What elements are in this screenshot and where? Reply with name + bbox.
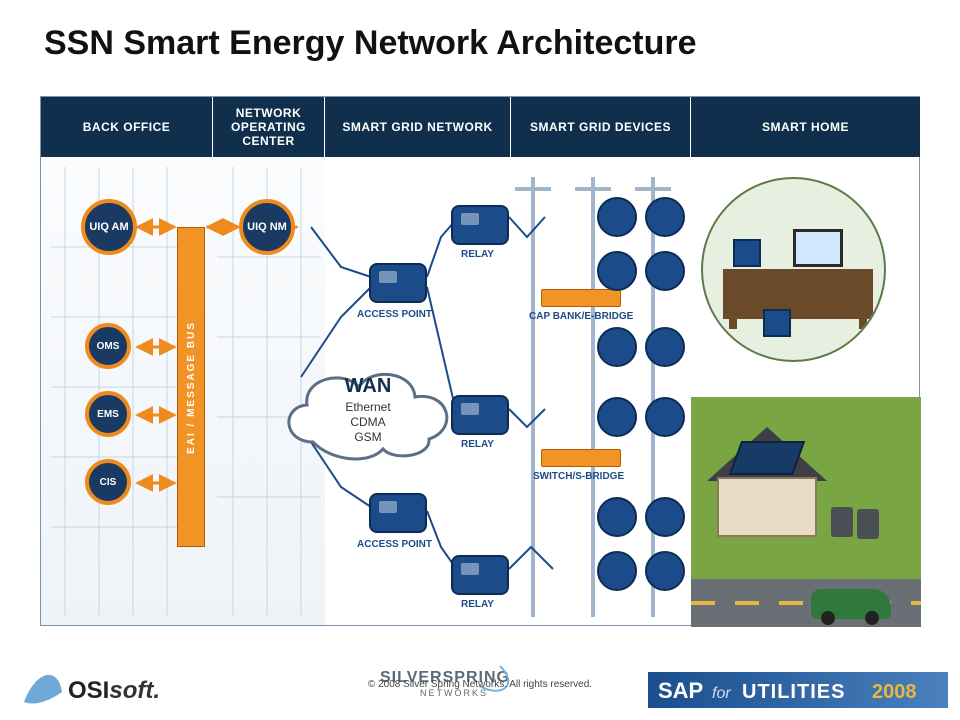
meter-node-6 xyxy=(597,397,637,437)
col-header-sgn: SMART GRID NETWORK xyxy=(325,97,511,157)
device-ap1 xyxy=(369,263,427,303)
hvac-unit-icon xyxy=(857,509,879,539)
meter-node-3 xyxy=(645,251,685,291)
house-icon xyxy=(707,427,827,537)
meter-node-10 xyxy=(597,551,637,591)
col-header-home: SMART HOME xyxy=(691,97,921,157)
bridge-switch xyxy=(541,449,621,467)
monitor-icon xyxy=(793,229,843,267)
meter-node-1 xyxy=(645,197,685,237)
meter-node-4 xyxy=(597,327,637,367)
node-oms: OMS xyxy=(85,323,131,369)
home-device-icon xyxy=(763,309,791,337)
device-relay3 xyxy=(451,555,509,595)
col-header-noc: NETWORK OPERATING CENTER xyxy=(213,97,325,157)
meter-node-11 xyxy=(645,551,685,591)
wan-line-1: Ethernet xyxy=(273,400,463,415)
bridge-label-cap: CAP BANK/E-BRIDGE xyxy=(529,311,633,322)
smart-home-outdoor xyxy=(691,397,921,627)
device-label-relay3: RELAY xyxy=(461,599,494,610)
wan-cloud: WAN Ethernet CDMA GSM xyxy=(273,357,463,467)
col-header-sgd: SMART GRID DEVICES xyxy=(511,97,691,157)
desk-leg-icon xyxy=(729,269,737,329)
wheel-icon xyxy=(865,611,879,625)
wan-line-2: CDMA xyxy=(273,415,463,430)
meter-node-5 xyxy=(645,327,685,367)
smart-home-room xyxy=(701,177,886,362)
device-label-ap1: ACCESS POINT xyxy=(357,309,432,320)
desk-leg-icon xyxy=(859,269,867,329)
page-title: SSN Smart Energy Network Architecture xyxy=(44,24,697,63)
slide-footer: OSIsoft. SILVERSPRING NETWORKS SAP for U… xyxy=(0,650,960,720)
meter-node-0 xyxy=(597,197,637,237)
col-header-back-office: BACK OFFICE xyxy=(41,97,213,157)
meter-node-2 xyxy=(597,251,637,291)
meter-node-9 xyxy=(645,497,685,537)
bridge-label-switch: SWITCH/S-BRIDGE xyxy=(533,471,624,482)
device-relay2 xyxy=(451,395,509,435)
device-label-relay1: RELAY xyxy=(461,249,494,260)
home-device-icon xyxy=(733,239,761,267)
eai-bus-label: EAI / MESSAGE BUS xyxy=(186,321,197,454)
bridge-cap xyxy=(541,289,621,307)
node-cis: CIS xyxy=(85,459,131,505)
meter-node-7 xyxy=(645,397,685,437)
node-uiq-am: UIQ AM xyxy=(81,199,137,255)
car-icon xyxy=(811,589,891,619)
eai-message-bus: EAI / MESSAGE BUS xyxy=(177,227,205,547)
device-label-ap2: ACCESS POINT xyxy=(357,539,432,550)
wan-line-3: GSM xyxy=(273,430,463,445)
device-label-relay2: RELAY xyxy=(461,439,494,450)
meter-node-8 xyxy=(597,497,637,537)
node-uiq-nm: UIQ NM xyxy=(239,199,295,255)
device-ap2 xyxy=(369,493,427,533)
house-body-icon xyxy=(717,477,817,537)
wheel-icon xyxy=(821,611,835,625)
solar-panel-icon xyxy=(729,441,805,475)
wan-title: WAN xyxy=(273,375,463,398)
copyright-text: © 2008 Silver Spring Networks. All right… xyxy=(0,679,960,690)
node-ems: EMS xyxy=(85,391,131,437)
device-relay1 xyxy=(451,205,509,245)
architecture-diagram: BACK OFFICE NETWORK OPERATING CENTER SMA… xyxy=(40,96,920,626)
hvac-unit-icon xyxy=(831,507,853,537)
desk-icon xyxy=(723,269,873,319)
